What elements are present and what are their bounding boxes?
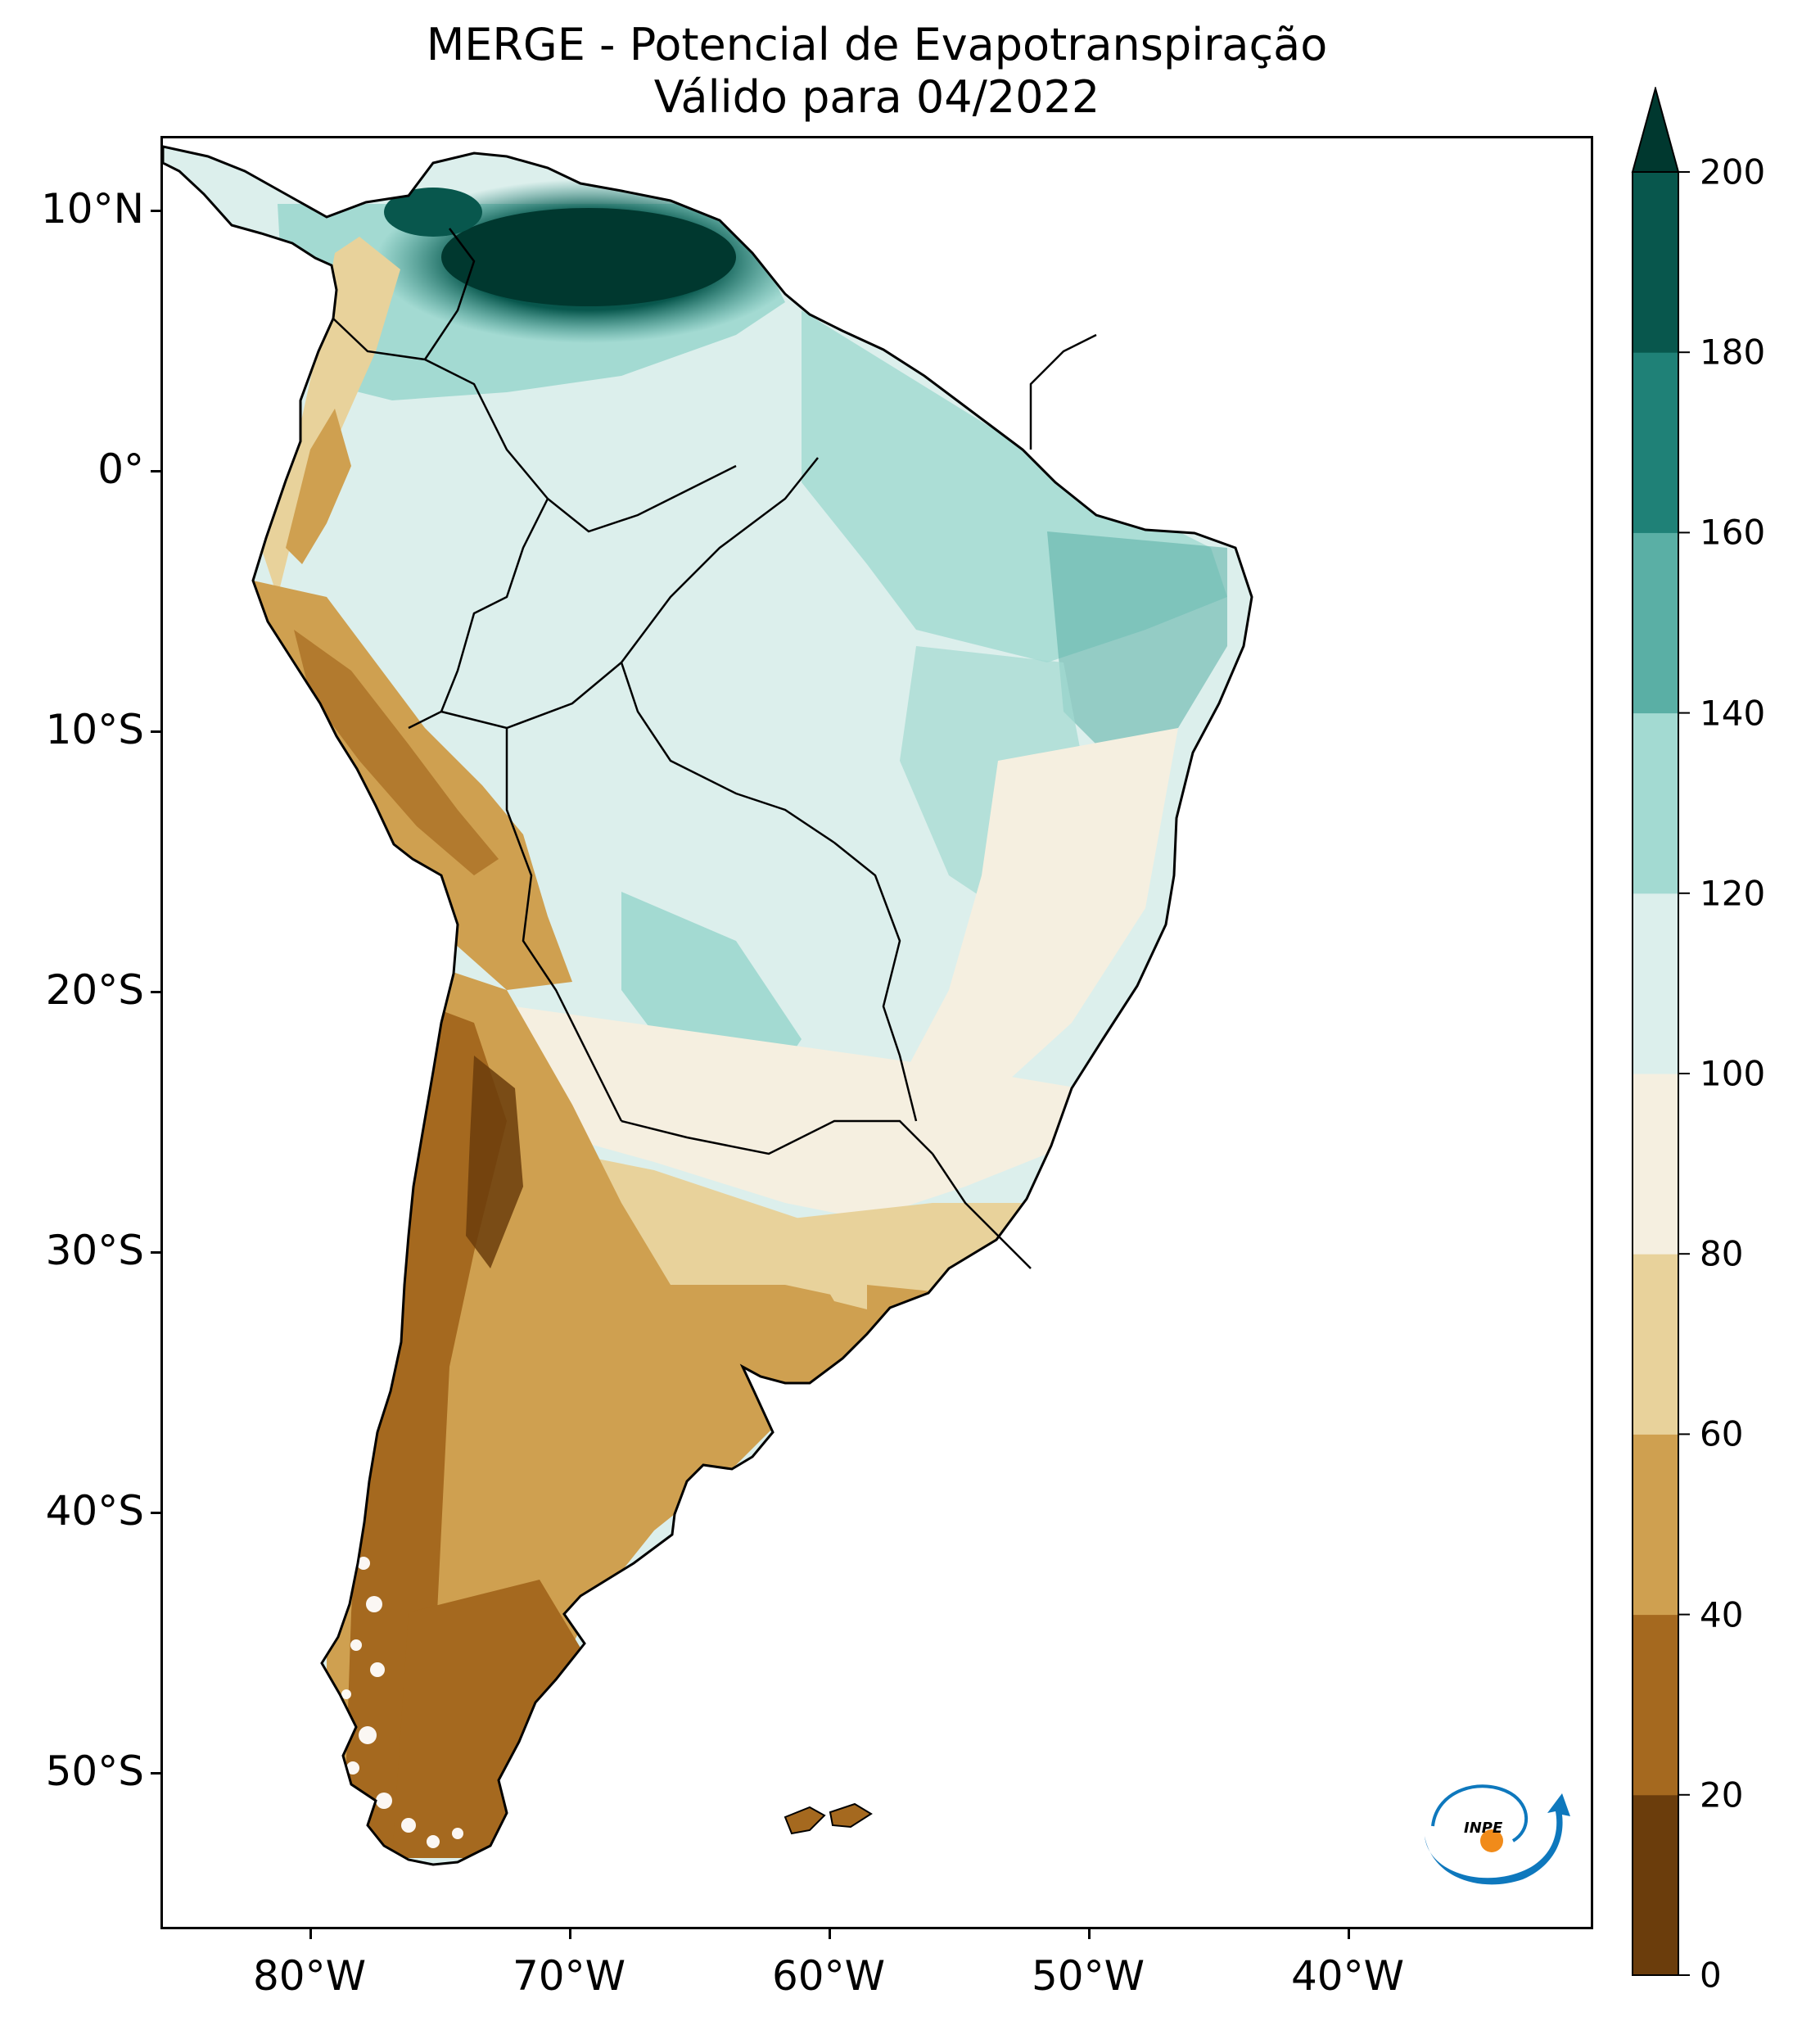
lat-label-0: 0°: [97, 445, 144, 493]
colorbar-tick-label: 120: [1700, 873, 1766, 914]
evapotranspiration-field: [163, 147, 1252, 1865]
colorbar-bin: [1633, 1614, 1678, 1796]
lon-label-40w: 40°W: [1290, 1952, 1405, 2000]
colorbar-extend-arrow: [1631, 87, 1680, 173]
lon-label-80w: 80°W: [252, 1952, 367, 2000]
lon-label-70w: 70°W: [512, 1952, 626, 2000]
lat-label-10s: 10°S: [45, 706, 144, 753]
colorbar-bin: [1633, 712, 1678, 894]
lon-tick: [309, 1929, 312, 1939]
lat-tick: [151, 1251, 160, 1254]
lat-label-50s: 50°S: [45, 1747, 144, 1795]
colorbar-tick-label: 80: [1700, 1233, 1744, 1274]
chart-title: MERGE - Potencial de Evapotranspiração: [426, 19, 1328, 70]
colorbar-tick-label: 140: [1700, 693, 1766, 734]
map-canvas: [163, 145, 1253, 1866]
colorbar-tick-label: 40: [1700, 1594, 1744, 1635]
lat-label-10n: 10°N: [40, 185, 144, 233]
lat-tick: [151, 210, 160, 212]
falkland-islands: [784, 1802, 873, 1835]
colorbar-bin: [1633, 352, 1678, 533]
lon-label-50w: 50°W: [1031, 1952, 1145, 2000]
lat-tick: [151, 730, 160, 733]
colorbar-tick-label: 160: [1700, 512, 1766, 553]
lon-tick: [1088, 1929, 1091, 1939]
lat-tick: [151, 1512, 160, 1514]
colorbar-tick-label: 180: [1700, 332, 1766, 373]
logo-dot: [1480, 1829, 1503, 1852]
colorbar-tick-label: 0: [1700, 1955, 1722, 1996]
lat-label-20s: 20°S: [45, 966, 144, 1014]
lat-label-40s: 40°S: [45, 1487, 144, 1535]
colorbar-bin: [1633, 1074, 1678, 1255]
country-borders: [332, 228, 1097, 1269]
colorbar-tick-label: 100: [1700, 1053, 1766, 1094]
lat-tick: [151, 1772, 160, 1775]
lon-tick: [829, 1929, 831, 1939]
colorbar-bin: [1633, 532, 1678, 714]
inpe-logo: INPE: [1425, 1784, 1570, 1885]
lon-label-60w: 60°W: [771, 1952, 886, 2000]
colorbar-bin: [1633, 893, 1678, 1074]
map-panel: [160, 136, 1593, 1929]
colorbar: [1631, 87, 1690, 1976]
lat-label-30s: 30°S: [45, 1227, 144, 1274]
colorbar-bin: [1633, 1434, 1678, 1616]
colorbar-tick-label: 200: [1700, 151, 1766, 192]
colorbar-bin: [1633, 1794, 1678, 1976]
colorbar-bin: [1633, 1254, 1678, 1435]
lat-tick: [151, 991, 160, 993]
logo-text: INPE: [1464, 1820, 1503, 1837]
lon-tick: [569, 1929, 571, 1939]
colorbar-bin: [1633, 172, 1678, 353]
colorbar-tick-label: 60: [1700, 1413, 1744, 1454]
lat-tick: [151, 470, 160, 472]
chart-subtitle: Válido para 04/2022: [653, 71, 1100, 123]
colorbar-tick-label: 20: [1700, 1775, 1744, 1815]
lon-tick: [1348, 1929, 1350, 1939]
